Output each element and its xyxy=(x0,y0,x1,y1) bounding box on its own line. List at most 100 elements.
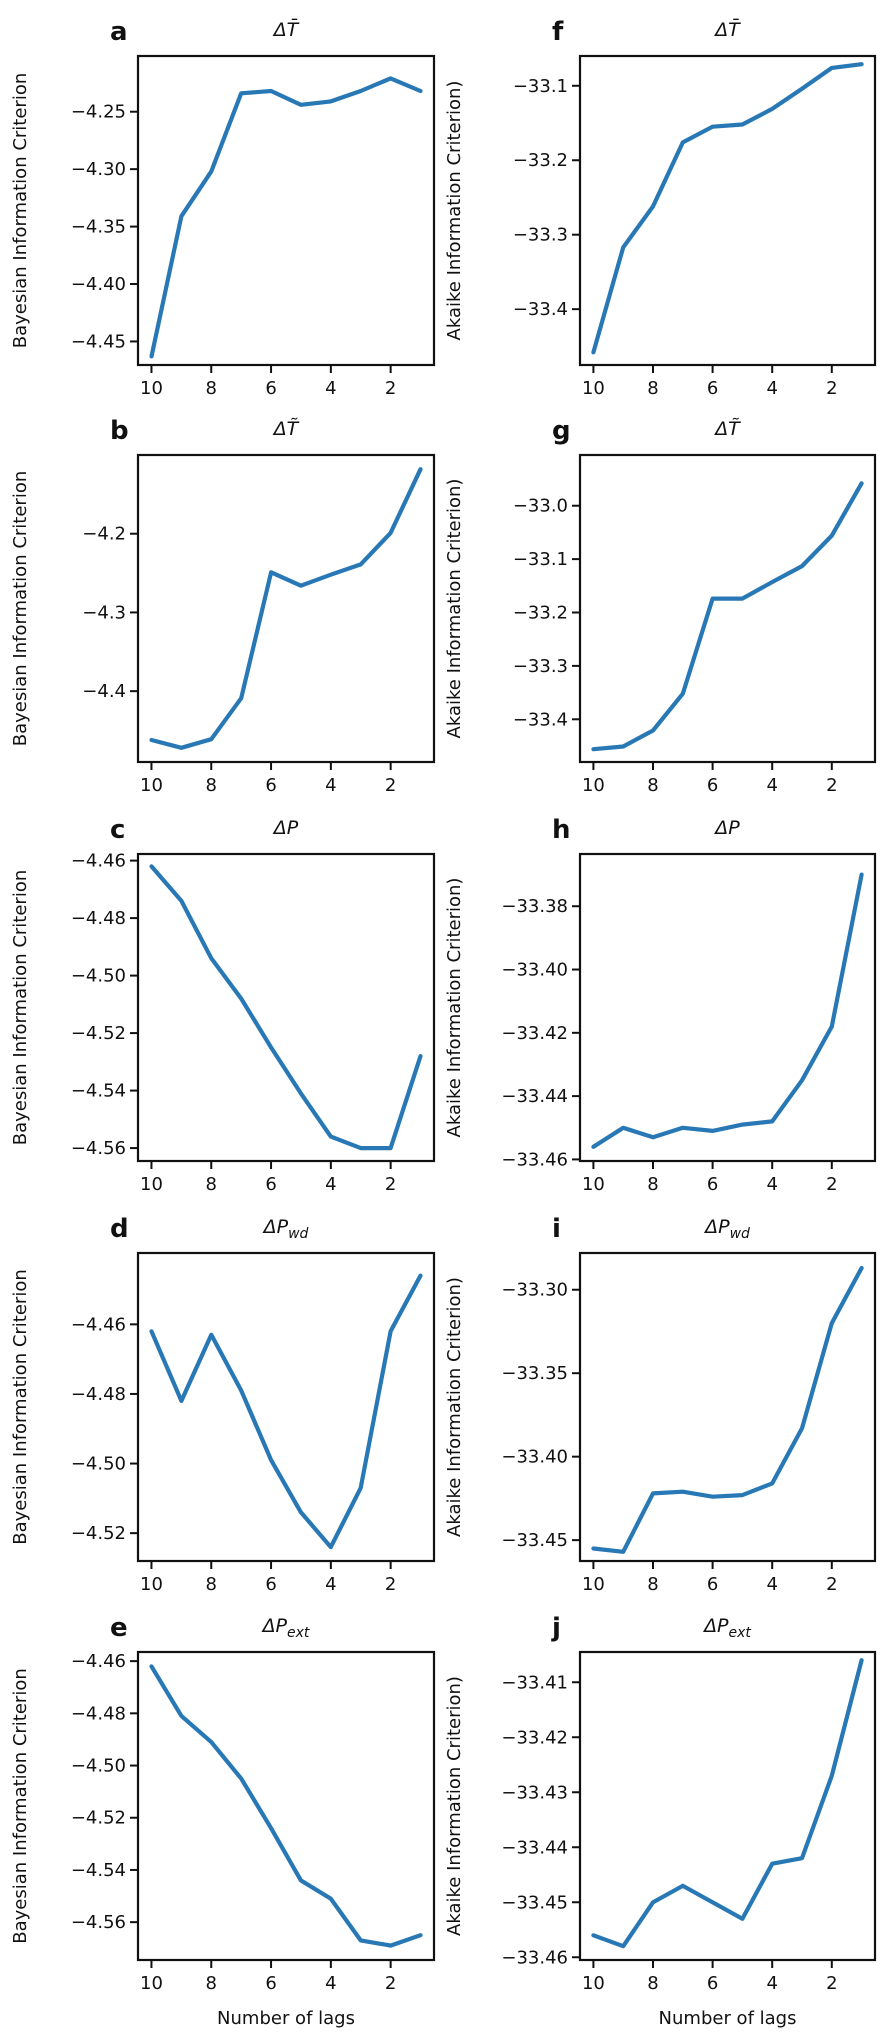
y-tick-label: −4.56 xyxy=(71,1138,126,1159)
x-tick-label: 2 xyxy=(826,1174,837,1195)
panel-d: 10 8 6 4 2 −4.52 −4.50 −4.48 −4.46 d ΔPwd Bayesian … xyxy=(10,1214,436,1595)
x-tick-label: 2 xyxy=(826,1973,837,1994)
x-tick-label: 6 xyxy=(265,1574,276,1595)
series-line xyxy=(591,872,864,1149)
y-tick-label: −33.40 xyxy=(501,1447,568,1468)
panel-letter: f xyxy=(552,17,564,47)
axes-frame xyxy=(136,453,436,764)
panel-title: ΔT̄ xyxy=(272,17,300,41)
axes-frame xyxy=(136,1650,436,1962)
x-tick-label: 10 xyxy=(582,1174,605,1195)
x-tick-label: 10 xyxy=(140,378,163,399)
x-tick-label: 8 xyxy=(647,378,658,399)
y-tick-label: −4.50 xyxy=(71,1756,126,1777)
series-line xyxy=(591,1658,864,1949)
x-tick-label: 10 xyxy=(582,1973,605,1994)
y-tick-label: −33.4 xyxy=(513,299,568,320)
panel-letter: j xyxy=(551,1613,561,1643)
y-tick-label: −4.48 xyxy=(71,908,126,929)
axes-frame xyxy=(136,54,436,367)
y-tick-label: −33.4 xyxy=(513,709,568,730)
x-tick-label: 2 xyxy=(385,1174,396,1195)
y-tick-label: −4.46 xyxy=(71,851,126,872)
panel-letter: a xyxy=(110,17,128,47)
panel-f: 10 8 6 4 2 −33.4 −33.3 −33.2 −33.1 f ΔT̄ Akaike Inf… xyxy=(444,17,877,399)
x-tick-label: 10 xyxy=(140,1574,163,1595)
x-tick-label: 6 xyxy=(707,1574,718,1595)
x-tick-label: 4 xyxy=(325,775,336,796)
y-tick-label: −4.46 xyxy=(71,1651,126,1672)
y-tick-label: −4.54 xyxy=(71,1081,126,1102)
y-tick-label: −4.54 xyxy=(71,1860,126,1881)
y-tick-label: −33.3 xyxy=(513,656,568,677)
panel-letter: h xyxy=(552,815,571,845)
panel-h: 10 8 6 4 2 −33.46 −33.44 −33.42 −33.40 −33.38 h ΔP A… xyxy=(444,815,877,1195)
axes-frame xyxy=(578,54,877,367)
panel-letter: g xyxy=(552,416,571,446)
y-tick-label: −33.1 xyxy=(513,549,568,570)
x-tick-label: 4 xyxy=(325,1574,336,1595)
y-axis-label: Akaike Information Criterion) xyxy=(444,81,465,341)
y-axis-label: Bayesian Information Criterion xyxy=(10,471,31,746)
y-tick-label: −4.46 xyxy=(71,1314,126,1335)
y-tick-label: −33.30 xyxy=(501,1280,568,1301)
x-tick-label: 4 xyxy=(766,1574,777,1595)
x-tick-label: 6 xyxy=(265,775,276,796)
y-axis-label: Akaike Information Criterion) xyxy=(444,479,465,739)
panel-title: ΔP xyxy=(713,817,740,839)
y-tick-label: −4.3 xyxy=(82,602,126,623)
x-tick-label: 8 xyxy=(206,1574,217,1595)
panel-title: ΔP xyxy=(272,817,299,839)
axes-frame xyxy=(136,852,436,1163)
x-tick-label: 6 xyxy=(265,1973,276,1994)
x-axis-label: Number of lags xyxy=(217,2008,355,2029)
y-tick-label: −33.41 xyxy=(501,1672,568,1693)
x-tick-label: 10 xyxy=(582,1574,605,1595)
y-tick-label: −4.40 xyxy=(71,274,126,295)
y-tick-label: −33.44 xyxy=(501,1086,568,1107)
x-tick-label: 8 xyxy=(206,1973,217,1994)
panel-letter: c xyxy=(110,815,125,845)
y-axis-label: Bayesian Information Criterion xyxy=(10,1269,31,1544)
x-tick-label: 4 xyxy=(766,775,777,796)
x-tick-label: 6 xyxy=(265,378,276,399)
panel-title: ΔPwd xyxy=(262,1216,309,1242)
x-tick-label: 6 xyxy=(707,1174,718,1195)
y-tick-label: −33.44 xyxy=(501,1837,568,1858)
x-tick-label: 4 xyxy=(766,378,777,399)
x-tick-label: 4 xyxy=(325,1174,336,1195)
x-tick-label: 2 xyxy=(826,775,837,796)
x-tick-label: 4 xyxy=(766,1174,777,1195)
y-axis-label: Bayesian Information Criterion xyxy=(10,73,31,348)
y-tick-label: −33.1 xyxy=(513,76,568,97)
y-tick-label: −33.45 xyxy=(501,1530,568,1551)
series-line xyxy=(149,1273,423,1550)
y-tick-label: −4.30 xyxy=(71,159,126,180)
axes-frame xyxy=(578,453,877,764)
series-line xyxy=(149,76,423,359)
x-tick-label: 2 xyxy=(385,378,396,399)
x-tick-label: 10 xyxy=(140,1973,163,1994)
x-tick-label: 8 xyxy=(647,1174,658,1195)
y-tick-label: −33.42 xyxy=(501,1023,568,1044)
panel-title: ΔPwd xyxy=(703,1216,750,1242)
x-tick-label: 10 xyxy=(582,378,605,399)
y-tick-label: −33.46 xyxy=(501,1947,568,1968)
y-tick-label: −4.52 xyxy=(71,1808,126,1829)
y-axis-label: Akaike Information Criterion) xyxy=(444,878,465,1138)
panel-title: ΔT̃ xyxy=(713,418,741,440)
y-tick-label: −33.0 xyxy=(513,496,568,517)
panel-b: 10 8 6 4 2 −4.4 −4.3 −4.2 b ΔT̃ Bayesian Informati… xyxy=(10,416,436,796)
x-tick-label: 6 xyxy=(707,378,718,399)
y-axis-label: Bayesian Information Criterion xyxy=(10,1668,31,1943)
series-line xyxy=(149,467,423,750)
panel-title: ΔPext xyxy=(702,1615,751,1641)
y-tick-label: −4.35 xyxy=(71,217,126,238)
x-tick-label: 8 xyxy=(206,775,217,796)
y-tick-label: −33.42 xyxy=(501,1727,568,1748)
x-tick-label: 2 xyxy=(385,775,396,796)
x-axis-label: Number of lags xyxy=(659,2008,797,2029)
y-tick-label: −4.4 xyxy=(82,681,126,702)
y-tick-label: −4.52 xyxy=(71,1023,126,1044)
panel-letter: e xyxy=(110,1613,128,1643)
